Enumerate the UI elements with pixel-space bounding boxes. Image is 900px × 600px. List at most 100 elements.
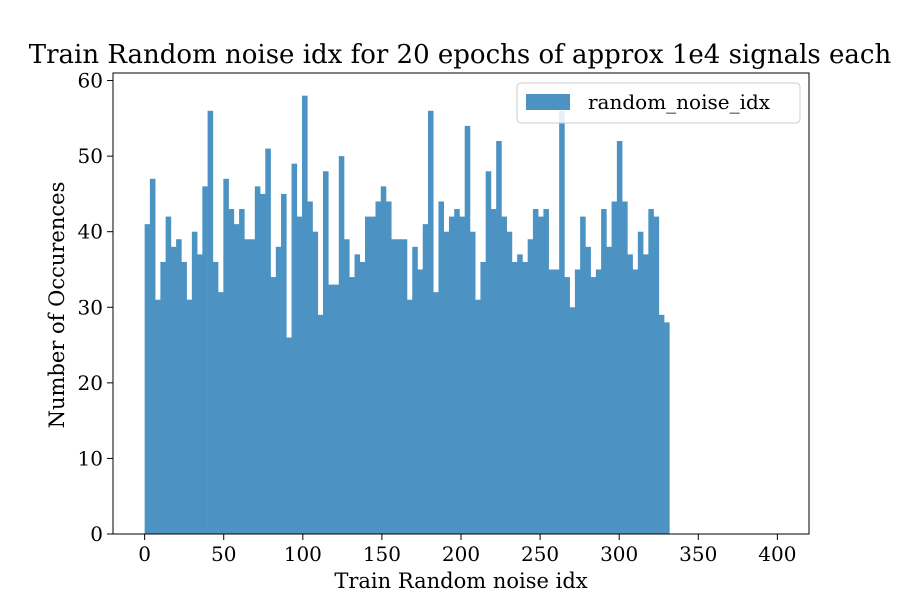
y-tick-label: 20 — [78, 371, 103, 395]
x-tick-label: 200 — [442, 542, 480, 566]
histogram-bar — [564, 277, 570, 534]
histogram-bar — [485, 171, 492, 534]
histogram-bar — [511, 261, 518, 534]
legend: random_noise_idx — [516, 82, 801, 124]
histogram-bar — [658, 314, 665, 534]
y-tick-label: 0 — [90, 522, 103, 546]
histogram-bar — [170, 246, 177, 534]
histogram-bar — [464, 125, 471, 534]
x-tick-label: 150 — [363, 542, 401, 566]
x-tick-label: 0 — [138, 542, 151, 566]
histogram-bar — [244, 239, 250, 534]
histogram-bar — [344, 239, 350, 534]
x-tick-label: 400 — [758, 542, 796, 566]
histogram-bar — [160, 261, 166, 534]
histogram-bar — [517, 254, 523, 534]
histogram-bar — [532, 209, 539, 535]
histogram-bar — [653, 216, 660, 535]
axes: 0 50 100 150 200 250 300 350 400 0 10 20 30 40 50 60 — [78, 69, 810, 566]
histogram-bar — [181, 261, 187, 534]
histogram-bar — [580, 216, 586, 535]
histogram-bar — [186, 299, 193, 534]
histogram-bar — [349, 277, 355, 534]
histogram-bar — [144, 224, 151, 535]
x-tick-label: 350 — [679, 542, 717, 566]
histogram-bar — [427, 110, 434, 534]
histogram-bar — [553, 269, 560, 534]
histogram-bar — [385, 201, 392, 534]
histogram-bar — [207, 110, 214, 534]
histogram-bar — [664, 322, 670, 534]
histogram-bar — [359, 261, 366, 534]
histogram-bar — [401, 239, 408, 534]
histogram-bar — [380, 186, 387, 534]
histogram-bar — [559, 110, 565, 534]
histogram-bars — [144, 95, 670, 535]
histogram-bar — [506, 231, 513, 534]
legend-swatch — [526, 94, 570, 110]
histogram-bar — [417, 269, 424, 534]
histogram-bar — [233, 224, 240, 535]
histogram-bar — [317, 314, 324, 534]
histogram-bar — [585, 246, 591, 534]
histogram-bar — [365, 216, 371, 535]
x-tick-label: 100 — [284, 542, 322, 566]
histogram-bar — [632, 269, 639, 534]
legend-label: random_noise_idx — [588, 90, 771, 114]
histogram-bar — [191, 231, 198, 534]
histogram-bar — [149, 178, 156, 534]
histogram-bar — [648, 209, 654, 535]
histogram-bar — [480, 261, 486, 534]
histogram-bar — [223, 178, 229, 534]
histogram-bar — [627, 254, 633, 534]
histogram-bar — [590, 277, 597, 534]
histogram-bar — [595, 269, 602, 534]
histogram-bar — [616, 141, 623, 534]
y-tick-label: 50 — [78, 144, 103, 168]
histogram-bar — [454, 209, 460, 535]
histogram-bar — [412, 246, 418, 534]
histogram-bar — [438, 201, 445, 534]
y-tick-label: 30 — [78, 295, 103, 319]
y-tick-label: 10 — [78, 446, 103, 470]
histogram-bar — [291, 163, 298, 534]
histogram-bar — [391, 239, 397, 534]
histogram-bar — [260, 193, 266, 534]
histogram-bar — [543, 209, 549, 535]
histogram-bar — [307, 201, 313, 534]
histogram-bar — [448, 216, 455, 535]
histogram-bar — [501, 216, 507, 535]
histogram-bar — [637, 231, 644, 534]
histogram-bar — [422, 224, 429, 535]
histogram-bar — [270, 277, 277, 534]
x-tick-label: 300 — [600, 542, 638, 566]
histogram-bar — [370, 216, 376, 535]
histogram-bar — [296, 216, 303, 535]
histogram-bar — [323, 171, 329, 534]
histogram-bar — [176, 239, 182, 534]
histogram-bar — [459, 216, 465, 535]
histogram-bar — [333, 284, 340, 534]
histogram-bar — [155, 299, 161, 534]
x-tick-label: 50 — [211, 542, 236, 566]
histogram-bar — [538, 216, 544, 535]
histogram-bar — [375, 201, 382, 534]
histogram-bar — [469, 231, 476, 534]
legend-frame — [516, 82, 801, 124]
histogram-bar — [302, 95, 308, 535]
histogram-bar — [527, 239, 534, 534]
histogram-bar — [202, 186, 208, 534]
histogram-bar — [569, 307, 576, 534]
histogram-bar — [443, 231, 450, 534]
histogram-bar — [265, 148, 271, 534]
histogram-bar — [611, 201, 618, 534]
histogram-bar — [218, 292, 224, 534]
histogram-bar — [496, 141, 502, 534]
histogram-bar — [312, 231, 319, 534]
histogram-bar — [396, 239, 403, 534]
histogram-bar — [622, 201, 628, 534]
histogram-bar — [254, 186, 261, 534]
histogram-bar — [228, 209, 235, 535]
histogram-bar — [165, 216, 172, 535]
